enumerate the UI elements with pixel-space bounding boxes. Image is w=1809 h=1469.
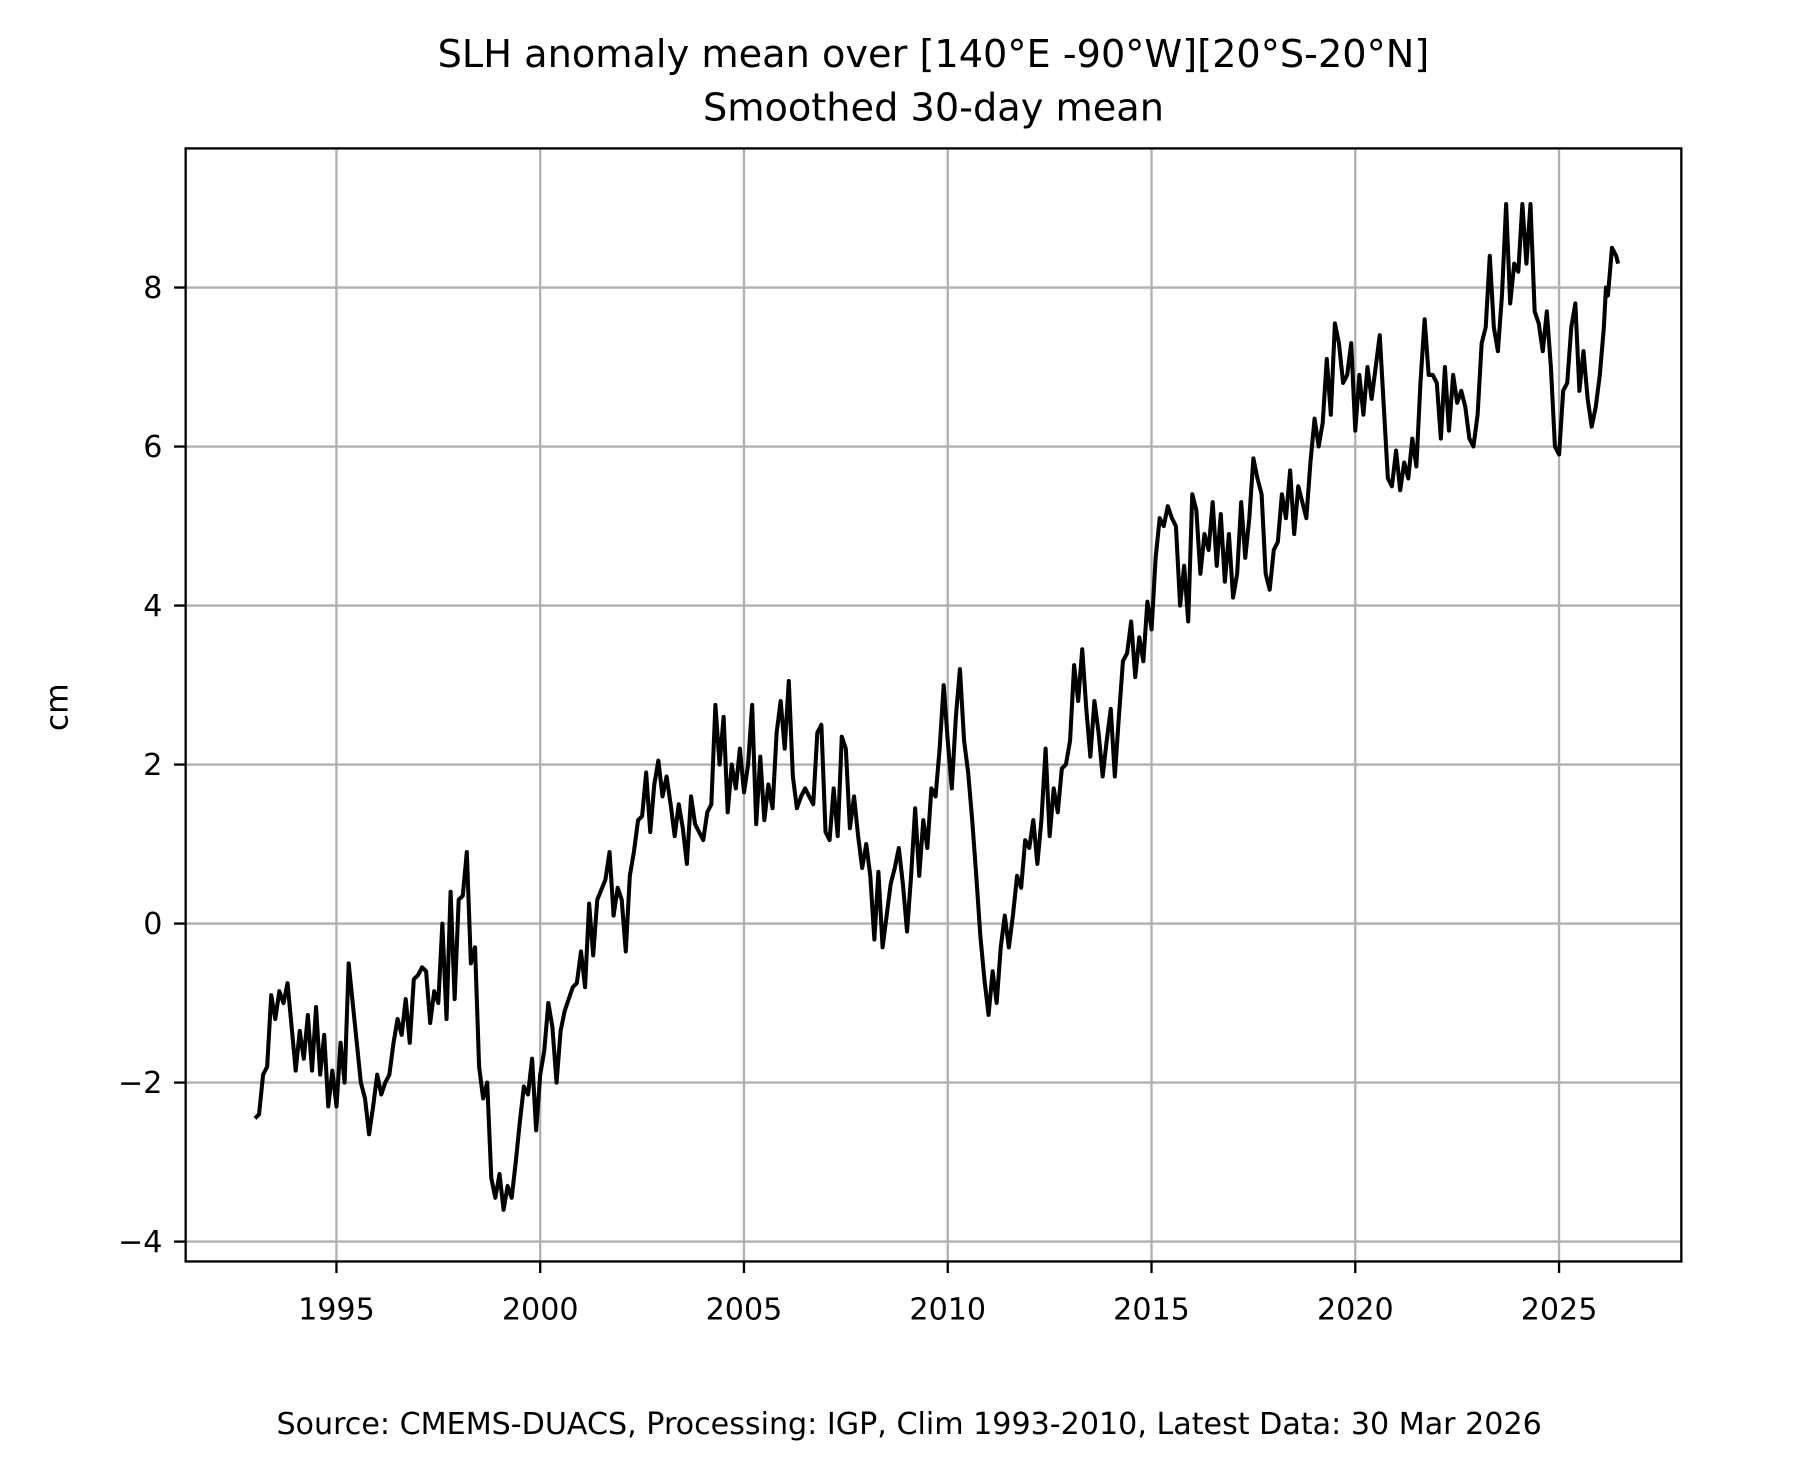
y-tick-label: 4 [143, 589, 162, 624]
series-line [253, 202, 1621, 1212]
y-tick-label: 0 [143, 907, 162, 942]
plot-frame [184, 147, 1683, 1263]
x-tick-label: 2020 [1317, 1292, 1394, 1327]
x-tick-label: 2000 [502, 1292, 579, 1327]
x-tick-label: 2025 [1521, 1292, 1598, 1327]
axis-ticks: 1995 2000 2005 2010 2015 2020 2025 −4 −2 0 2 4 6 8 [118, 271, 1597, 1327]
footer-source: Source: CMEMS-DUACS, Processing: IGP, Cl… [276, 1407, 1541, 1442]
chart-title: SLH anomaly mean over [140°E -90°W][20°S… [438, 32, 1430, 77]
chart-subtitle: Smoothed 30-day mean [703, 86, 1164, 131]
x-tick-label: 1995 [298, 1292, 375, 1327]
y-tick-label: −4 [118, 1225, 162, 1260]
y-tick-label: 8 [143, 271, 162, 306]
y-tick-label: −2 [118, 1066, 162, 1101]
y-tick-label: 2 [143, 748, 162, 783]
grid [185, 148, 1682, 1262]
x-tick-label: 2005 [706, 1292, 783, 1327]
y-axis-label: cm [39, 683, 75, 731]
x-tick-label: 2015 [1113, 1292, 1190, 1327]
y-tick-label: 6 [143, 430, 162, 465]
x-tick-label: 2010 [909, 1292, 986, 1327]
